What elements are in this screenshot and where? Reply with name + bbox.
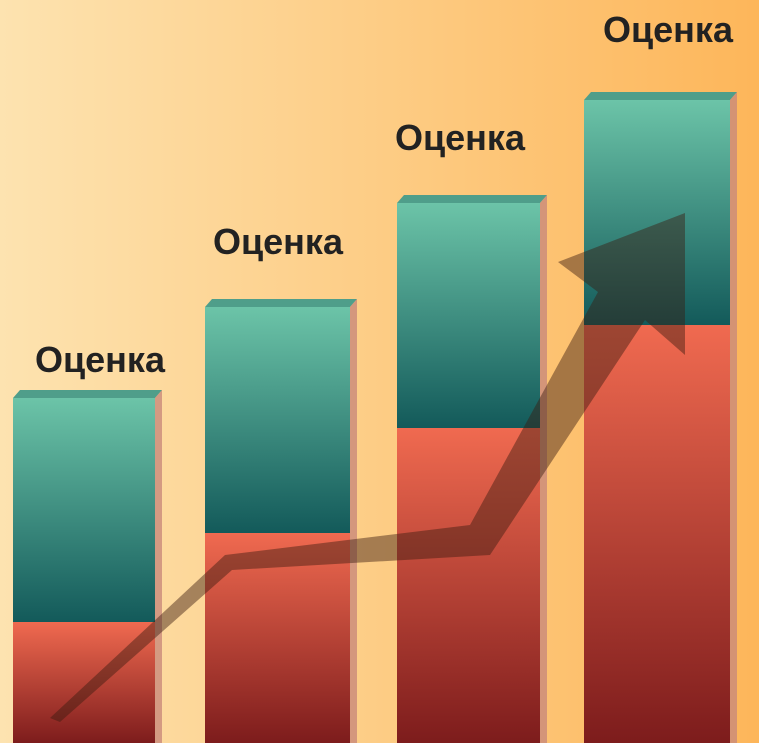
bar-upper [13,398,155,622]
bar-side [155,390,162,743]
bar-upper [584,100,730,325]
bar-lower [584,325,730,743]
bars [13,92,737,743]
bar-label: Оценка [395,117,526,158]
trend-arrow [50,213,685,722]
bar-lower [13,622,155,743]
bar-lower [205,533,350,743]
bar-upper [205,307,350,533]
bar-side [350,299,357,743]
bar-top [584,92,737,100]
bar-label: Оценка [35,339,166,380]
bar-top [13,390,162,398]
bar-side [730,92,737,743]
bar-side [540,195,547,743]
bar-top [205,299,357,307]
bar-upper [397,203,540,428]
bar-lower [397,428,540,743]
bar-top [397,195,547,203]
bar-label: Оценка [603,9,734,50]
bar-label: Оценка [213,221,344,262]
